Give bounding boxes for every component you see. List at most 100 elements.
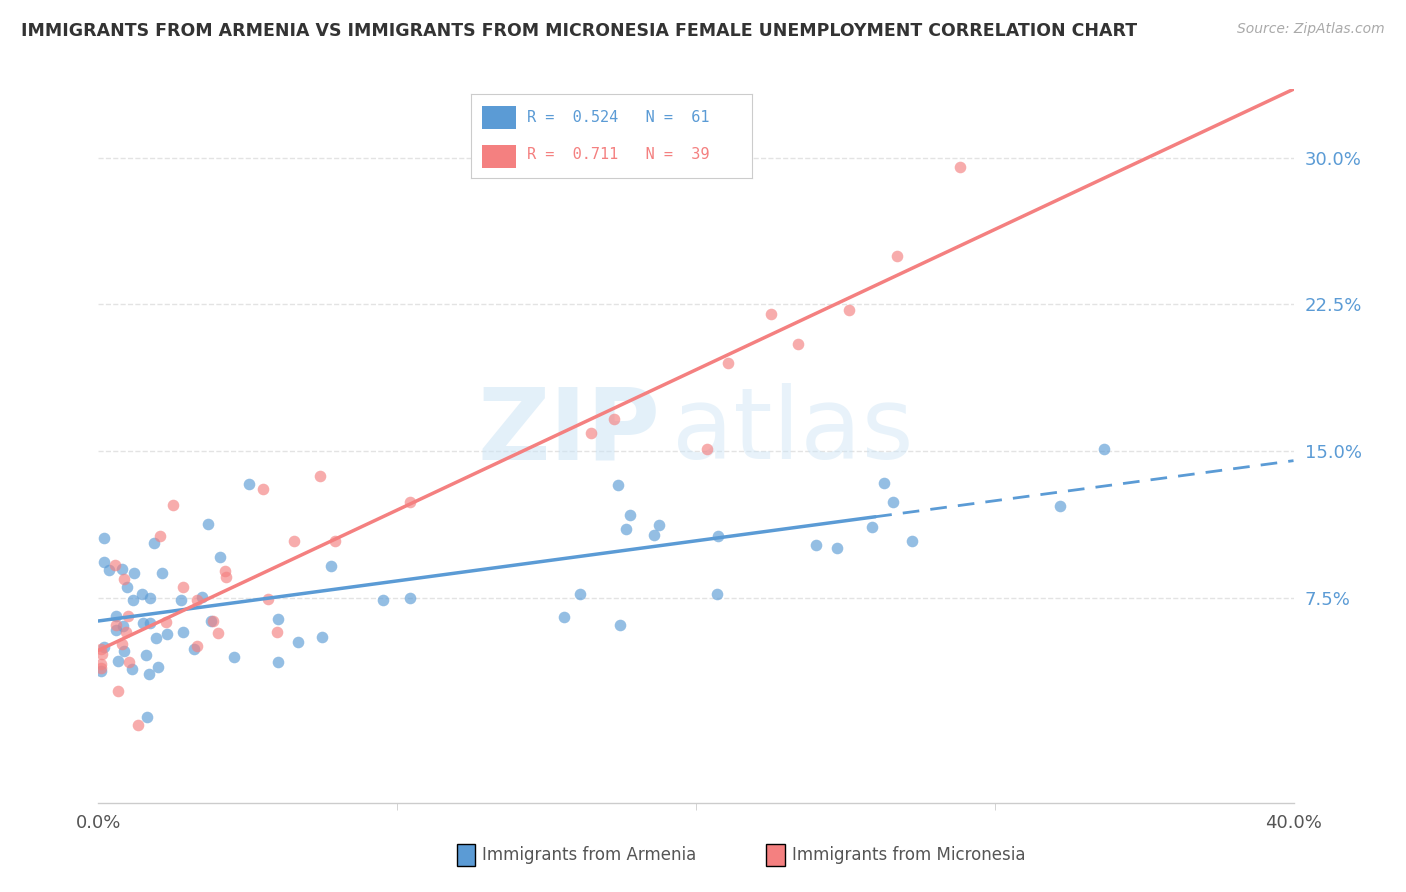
Point [553, 610, 575, 624]
Point [186, 640, 208, 654]
Point [860, 520, 883, 534]
Point [104, 623, 127, 637]
Point [838, 302, 860, 317]
Point [155, 615, 177, 629]
Point [111, 637, 134, 651]
FancyBboxPatch shape [482, 105, 516, 129]
Point [717, 356, 740, 370]
Point [139, 591, 162, 605]
Point [761, 307, 783, 321]
Point [602, 412, 624, 426]
Point [825, 541, 848, 556]
Text: Immigrants from Micronesia: Immigrants from Micronesia [792, 847, 1025, 864]
Point [706, 587, 728, 601]
Point [107, 654, 129, 668]
Point [266, 612, 288, 626]
Point [98, 563, 121, 577]
Point [111, 562, 134, 576]
Point [145, 631, 167, 645]
Point [115, 625, 138, 640]
Point [135, 710, 157, 724]
Point [90, 657, 112, 672]
Point [118, 655, 141, 669]
Text: ZIP: ZIP [477, 384, 661, 480]
Point [257, 591, 280, 606]
Point [696, 442, 718, 456]
Text: Immigrants from Armenia: Immigrants from Armenia [482, 847, 696, 864]
Point [162, 499, 184, 513]
Point [138, 667, 160, 681]
Point [135, 648, 157, 662]
Point [90, 661, 112, 675]
Point [786, 337, 808, 351]
Point [105, 618, 128, 632]
Point [311, 630, 333, 644]
Text: R =  0.711   N =  39: R = 0.711 N = 39 [527, 147, 710, 162]
Point [93, 640, 115, 654]
Point [131, 587, 153, 601]
Point [616, 523, 638, 537]
Point [115, 580, 138, 594]
Point [949, 161, 972, 175]
Point [238, 477, 260, 491]
Point [643, 527, 665, 541]
Point [146, 660, 169, 674]
Point [373, 592, 395, 607]
Point [323, 534, 346, 549]
Text: atlas: atlas [672, 384, 914, 480]
Point [112, 644, 135, 658]
Point [201, 614, 224, 628]
Point [183, 642, 205, 657]
Point [122, 593, 145, 607]
Point [90, 641, 112, 656]
FancyBboxPatch shape [482, 145, 516, 169]
Point [103, 558, 125, 572]
Point [139, 616, 162, 631]
Point [91, 648, 114, 662]
Point [309, 468, 332, 483]
Point [117, 608, 139, 623]
Point [122, 566, 145, 581]
Point [200, 614, 222, 628]
Point [398, 494, 420, 508]
Point [172, 580, 194, 594]
Point [398, 591, 420, 605]
Point [93, 555, 115, 569]
Point [207, 626, 229, 640]
Text: Source: ZipAtlas.com: Source: ZipAtlas.com [1237, 22, 1385, 37]
Point [886, 249, 908, 263]
Point [707, 529, 730, 543]
Point [224, 650, 246, 665]
Point [609, 618, 631, 632]
Point [142, 536, 165, 550]
Point [215, 569, 238, 583]
Point [121, 662, 143, 676]
Point [105, 608, 128, 623]
Text: R =  0.524   N =  61: R = 0.524 N = 61 [527, 110, 710, 125]
Point [1049, 499, 1071, 513]
Point [882, 494, 904, 508]
Point [132, 615, 155, 630]
Point [149, 529, 172, 543]
Point [197, 516, 219, 531]
Point [1092, 442, 1115, 456]
Point [111, 619, 134, 633]
Point [150, 566, 173, 580]
Point [186, 593, 208, 607]
Point [107, 683, 129, 698]
Point [266, 625, 288, 640]
Point [806, 538, 828, 552]
Point [191, 590, 214, 604]
Point [568, 587, 591, 601]
Point [283, 533, 305, 548]
Point [648, 518, 671, 533]
Point [214, 564, 236, 578]
Point [112, 572, 135, 586]
Point [872, 476, 894, 491]
Point [172, 625, 194, 640]
Point [267, 655, 290, 669]
Point [156, 627, 179, 641]
Point [287, 634, 309, 648]
Point [127, 717, 149, 731]
Point [619, 508, 641, 523]
